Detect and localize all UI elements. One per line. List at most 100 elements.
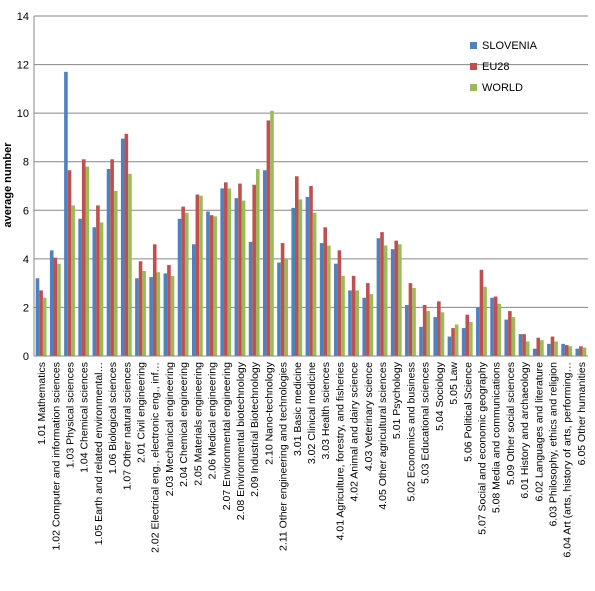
x-tick-label: 2.11 Other engineering and technologies — [278, 362, 290, 551]
bar-slovenia-31 — [476, 307, 480, 356]
bar-eu28-2 — [67, 170, 72, 356]
x-tick-label: 5.05 Law — [448, 362, 460, 405]
bar-eu28-14 — [238, 183, 242, 356]
bar-world-23 — [369, 294, 374, 356]
bar-eu28-13 — [223, 182, 228, 356]
bar-world-19 — [312, 212, 317, 356]
bar-world-9 — [170, 275, 175, 356]
legend-swatch-eu28 — [470, 63, 477, 70]
x-tick-label: 4.02 Animal and dairy science — [349, 362, 361, 502]
y-tick-label: 8 — [23, 157, 29, 169]
bar-world-30 — [469, 322, 473, 356]
x-tick-label: 1.02 Computer and information sciences — [50, 362, 62, 551]
x-tick-label: 2.07 Environmental engineering — [221, 362, 233, 510]
legend-swatch-world — [470, 84, 477, 91]
bar-slovenia-30 — [461, 328, 466, 356]
bar-world-21 — [341, 275, 345, 356]
bar-world-37 — [568, 346, 573, 356]
bar-slovenia-20 — [319, 243, 324, 356]
bar-world-10 — [184, 212, 189, 356]
bar-slovenia-27 — [419, 326, 423, 356]
bar-eu28-21 — [337, 250, 342, 356]
bar-slovenia-5 — [106, 169, 111, 356]
bar-eu28-34 — [522, 334, 526, 356]
bar-slovenia-28 — [433, 317, 438, 356]
bar-eu28-24 — [380, 232, 384, 356]
bar-world-15 — [255, 169, 260, 356]
bar-slovenia-38 — [575, 348, 580, 356]
bar-eu28-8 — [152, 244, 157, 356]
bar-slovenia-24 — [376, 238, 381, 356]
bar-slovenia-32 — [490, 297, 494, 356]
bar-eu28-1 — [53, 257, 58, 356]
bar-world-27 — [426, 311, 431, 356]
bar-eu28-7 — [138, 261, 143, 356]
bar-slovenia-12 — [206, 211, 210, 356]
bar-world-25 — [398, 244, 402, 356]
bar-slovenia-16 — [262, 170, 267, 356]
x-tick-label: 1.07 Other natural sciences — [121, 362, 133, 490]
y-tick-label: 6 — [23, 205, 29, 217]
y-tick-label: 14 — [17, 11, 29, 23]
legend-label-world: WORLD — [482, 82, 523, 94]
bar-slovenia-0 — [35, 278, 40, 356]
bar-eu28-9 — [167, 264, 171, 356]
x-tick-label: 6.04 Art (arts, history of arts, perform… — [562, 362, 574, 558]
bar-world-13 — [227, 188, 232, 356]
bar-slovenia-23 — [362, 297, 367, 356]
x-tick-label: 2.10 Nano-technology — [263, 361, 275, 464]
bar-eu28-5 — [110, 159, 114, 356]
bar-eu28-0 — [39, 290, 43, 356]
x-tick-label: 2.09 Industrial Biotechnology — [249, 361, 261, 497]
bar-eu28-19 — [309, 186, 313, 356]
bar-world-38 — [582, 347, 587, 356]
x-tick-label: 5.06 Political Science — [462, 362, 474, 462]
x-tick-label: 5.01 Psychology — [391, 361, 403, 439]
bar-world-0 — [42, 297, 47, 356]
bar-eu28-4 — [96, 205, 100, 356]
x-tick-label: 1.04 Chemical sciences — [79, 362, 91, 473]
legend-swatch-slovenia — [470, 42, 477, 49]
bar-world-3 — [85, 166, 90, 356]
bar-slovenia-13 — [220, 188, 224, 356]
bar-eu28-16 — [266, 120, 271, 356]
x-tick-label: 2.04 Chemical engineering — [178, 362, 190, 487]
bar-eu28-28 — [437, 301, 441, 356]
bar-slovenia-22 — [348, 290, 352, 356]
bar-eu28-17 — [280, 243, 285, 356]
y-axis-label: average number — [2, 142, 14, 228]
x-tick-label: 2.05 Materials engineering — [192, 362, 204, 486]
bar-slovenia-8 — [149, 277, 153, 356]
bar-world-11 — [199, 195, 203, 356]
bar-world-24 — [383, 245, 388, 356]
bar-slovenia-1 — [49, 250, 54, 356]
y-tick-label: 12 — [17, 60, 29, 72]
bar-eu28-22 — [351, 275, 356, 356]
x-tick-label: 4.01 Agriculture, forestry, and fisherie… — [334, 362, 346, 540]
bar-slovenia-4 — [92, 227, 97, 356]
bar-slovenia-15 — [248, 241, 253, 356]
x-tick-label: 5.03 Educational sciences — [420, 362, 432, 484]
x-tick-label: 4.05 Other agricultural sciences — [377, 362, 389, 510]
bar-slovenia-6 — [120, 138, 125, 356]
x-tick-label: 5.02 Economics and business — [405, 362, 417, 502]
legend-label-slovenia: SLOVENIA — [482, 40, 538, 52]
bar-slovenia-26 — [405, 305, 409, 356]
y-tick-label: 2 — [23, 302, 29, 314]
bar-slovenia-21 — [334, 263, 338, 356]
bar-eu28-27 — [422, 305, 427, 356]
bar-world-32 — [497, 303, 502, 356]
y-tick-labels: 0 2 4 6 8 10 12 14 — [17, 11, 29, 363]
bar-eu28-3 — [81, 159, 86, 356]
bar-world-17 — [284, 258, 288, 356]
bar-slovenia-19 — [305, 196, 310, 356]
x-tick-label: 3.02 Clinical medicine — [306, 362, 318, 464]
bar-world-31 — [483, 286, 487, 356]
bar-world-33 — [511, 317, 516, 356]
bar-world-16 — [270, 110, 274, 356]
bar-world-1 — [57, 263, 61, 356]
bar-eu28-38 — [579, 346, 583, 356]
x-tick-label: 5.07 Social and economic geography — [476, 361, 488, 535]
bar-world-20 — [327, 245, 331, 356]
